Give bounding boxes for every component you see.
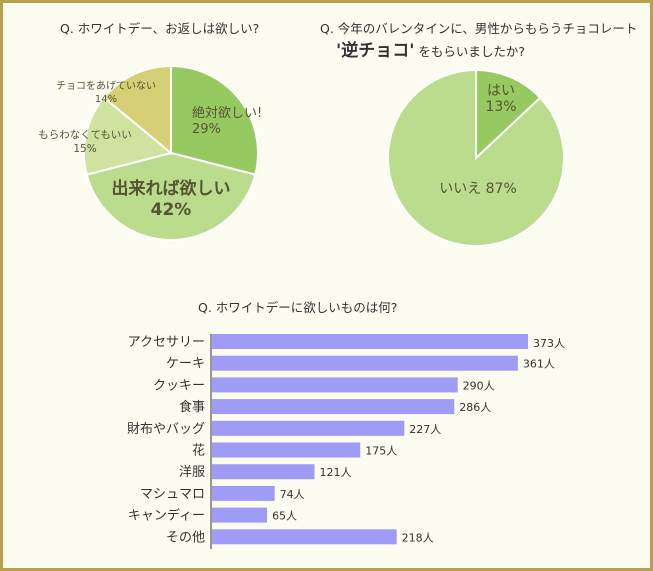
bar-category-label-2: クッキー	[153, 378, 205, 393]
bar-3	[212, 399, 455, 415]
bar-value-label-9: 218人	[402, 531, 434, 544]
q2-title-suffix: をもらいましたか?	[418, 44, 526, 59]
bar-2	[212, 377, 458, 393]
bar-value-label-0: 373人	[533, 337, 565, 350]
pie1-slice-3-pct-label: 14%	[95, 94, 117, 105]
bar-6	[212, 464, 315, 480]
q3-title: Q. ホワイトデーに欲しいものは何?	[198, 300, 398, 315]
pie1-slice-0	[170, 64, 259, 176]
pie2-slice-1-label: いいえ 87%	[439, 181, 517, 197]
q2-title-line1: Q. 今年のバレンタインに、男性からもらうチョコレート	[320, 21, 638, 36]
pie1-slice-1	[85, 151, 257, 241]
pie1-slice-1-label: 出来れば欲しい	[112, 178, 231, 199]
q2-title-emphasis: '逆チョコ'	[336, 41, 415, 61]
bar-value-label-6: 121人	[320, 466, 352, 479]
bar-value-label-8: 65人	[272, 510, 297, 523]
bar-5	[212, 442, 361, 458]
bar-value-label-4: 227人	[409, 423, 441, 436]
bar-4	[212, 420, 405, 436]
bar-category-label-8: キャンディー	[128, 508, 205, 524]
pie1-slice-2	[83, 96, 174, 176]
pie2-slice-0	[475, 68, 542, 161]
bar-8	[212, 507, 268, 523]
pie2-slice-1	[387, 68, 565, 247]
pie1-slice-0-pct-label: 29%	[192, 122, 221, 137]
bar-1	[212, 355, 518, 371]
bar-category-label-9: その他	[166, 530, 205, 545]
bar-category-label-1: ケーキ	[166, 357, 205, 372]
pie1-slice-0-label: 絶対欲しい!	[192, 105, 262, 121]
bar-0	[212, 334, 528, 349]
bar-category-label-7: マシュマロ	[140, 487, 205, 502]
bar-category-label-4: 財布やバッグ	[127, 422, 205, 437]
bar-value-label-3: 286人	[459, 401, 491, 414]
bar-category-label-6: 洋服	[179, 465, 205, 480]
bar-category-label-5: 花	[192, 443, 205, 459]
q2-title-line2: '逆チョコ' をもらいましたか?	[336, 36, 525, 61]
bar-9	[212, 529, 397, 545]
bar-value-label-1: 361人	[523, 358, 555, 371]
bar-value-label-5: 175人	[365, 445, 397, 458]
bar-value-label-7: 74人	[280, 488, 305, 501]
pie2-slice-0-label: はい	[487, 83, 515, 99]
bar-category-label-3: 食事	[179, 399, 205, 415]
pie1-slice-2-label: もらわなくてもいい	[38, 129, 131, 141]
pie1-slice-2-pct-label: 15%	[73, 143, 96, 155]
pie1-slice-3-label: チョコをあげていない	[56, 80, 156, 92]
bar-category-label-0: アクセサリー	[128, 335, 205, 350]
pie1-slice-3	[102, 64, 172, 156]
q1-title: Q. ホワイトデー、お返しは欲しい?	[60, 21, 260, 36]
bar-value-label-2: 290人	[463, 379, 495, 392]
pie1-slice-1-pct-label: 42%	[151, 200, 192, 220]
pie2-slice-0-pct-label: 13%	[485, 99, 516, 115]
bar-7	[212, 485, 275, 501]
